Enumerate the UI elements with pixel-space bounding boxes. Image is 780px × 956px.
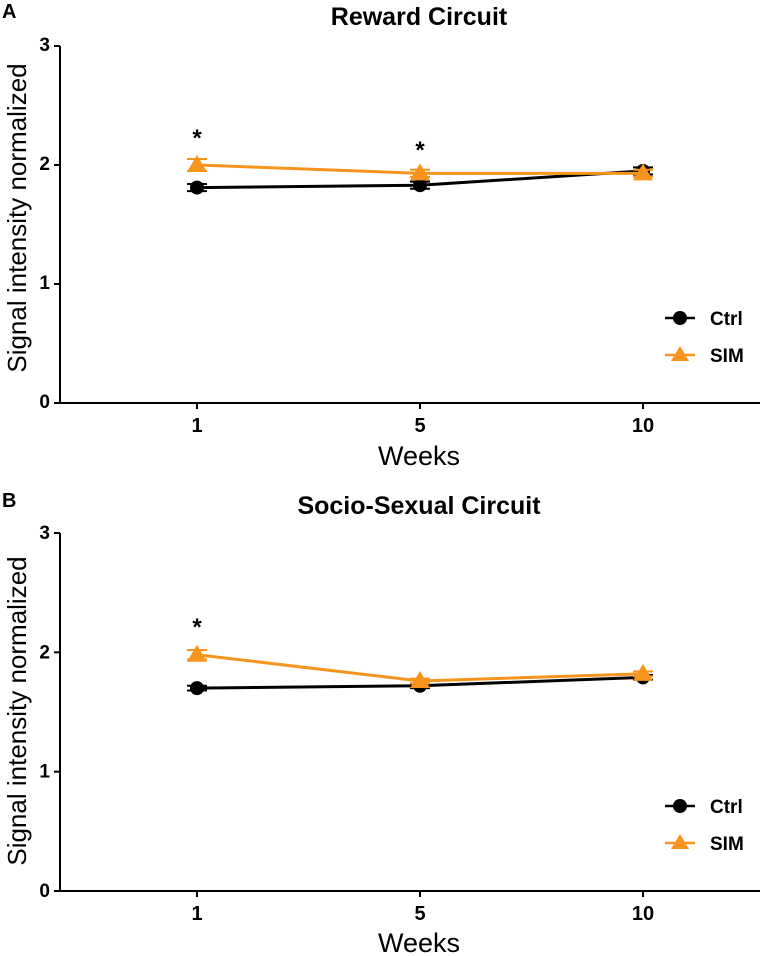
data-point-sim — [187, 155, 207, 172]
data-point-sim — [410, 163, 430, 181]
y-tick-label: 3 — [39, 523, 50, 544]
plot-area — [187, 644, 653, 696]
x-axis-label: Weeks — [378, 928, 460, 956]
data-point-ctrl — [413, 178, 427, 193]
x-tick-label: 5 — [414, 415, 425, 437]
plot-area — [187, 155, 653, 195]
significance-star: * — [192, 125, 202, 152]
panel-label: B — [2, 490, 16, 512]
legend-ctrl-marker — [673, 799, 687, 813]
panel-socio-sexual-circuit: B Socio-Sexual Circuit Signal intensity … — [2, 490, 760, 956]
x-tick-label: 1 — [191, 415, 202, 437]
y-tick-labels: 0 1 2 3 — [39, 35, 50, 413]
data-point-sim — [187, 644, 207, 662]
y-tick-label: 1 — [39, 762, 50, 783]
chart-title: Socio-Sexual Circuit — [297, 492, 541, 520]
significance-star: * — [192, 614, 202, 641]
y-tick-label: 0 — [39, 392, 50, 413]
data-point-sim — [633, 163, 653, 181]
x-tick-label: 10 — [632, 903, 654, 925]
x-tick-labels: 1 5 10 — [191, 415, 654, 437]
data-point-sim — [633, 663, 653, 681]
axes — [54, 45, 760, 409]
significance-star: * — [415, 137, 425, 164]
significance-markers: * — [192, 614, 202, 641]
x-axis-label: Weeks — [378, 441, 460, 471]
y-tick-labels: 0 1 2 3 — [39, 523, 50, 902]
legend-ctrl-label: Ctrl — [710, 309, 743, 330]
y-axis-label: Signal intensity normalized — [2, 63, 32, 372]
axes — [54, 532, 760, 897]
data-point-sim — [410, 670, 430, 688]
y-tick-label: 2 — [39, 642, 50, 663]
significance-markers: * * — [192, 125, 425, 164]
x-tick-label: 5 — [414, 903, 425, 925]
panel-reward-circuit: A Reward Circuit Signal intensity normal… — [2, 1, 760, 471]
x-tick-label: 10 — [632, 415, 654, 437]
data-point-ctrl — [190, 681, 204, 696]
chart-title: Reward Circuit — [331, 3, 508, 31]
legend-ctrl-marker — [673, 311, 687, 325]
legend-sim-marker — [671, 346, 689, 361]
x-tick-labels: 1 5 10 — [191, 903, 654, 925]
y-tick-label: 2 — [39, 154, 50, 175]
y-tick-label: 3 — [39, 35, 50, 56]
y-axis-label: Signal intensity normalized — [2, 556, 32, 865]
panel-label: A — [2, 1, 16, 23]
x-tick-label: 1 — [191, 903, 202, 925]
legend-sim-label: SIM — [710, 346, 744, 367]
data-point-ctrl — [190, 180, 204, 195]
legend-ctrl-label: Ctrl — [710, 797, 743, 818]
legend: Ctrl SIM — [665, 797, 744, 855]
y-tick-label: 1 — [39, 273, 50, 294]
legend-sim-marker — [671, 834, 689, 849]
legend: Ctrl SIM — [665, 309, 744, 367]
legend-sim-label: SIM — [710, 834, 744, 855]
y-tick-label: 0 — [39, 881, 50, 902]
